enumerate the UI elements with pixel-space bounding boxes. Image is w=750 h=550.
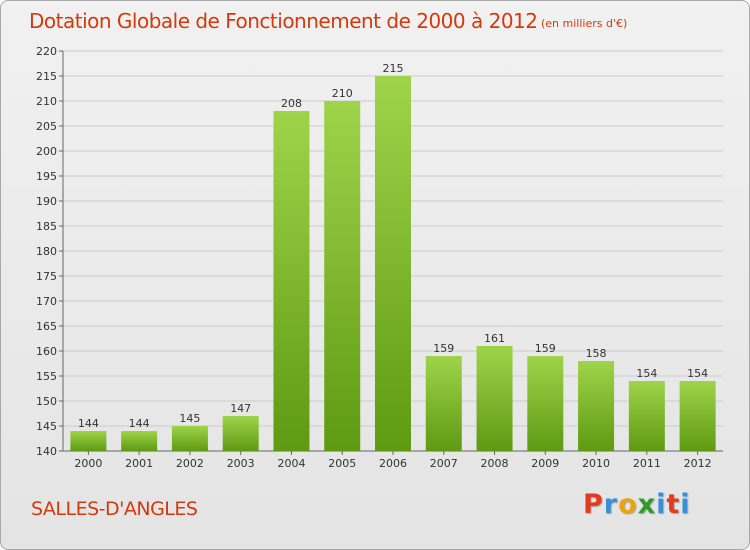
bar-value-label: 144 (78, 417, 99, 430)
bars (70, 76, 716, 451)
bar-value-label: 144 (129, 417, 150, 430)
bar (679, 381, 716, 451)
y-tick-label: 165 (36, 320, 57, 333)
bar-value-label: 215 (383, 62, 404, 75)
bar (70, 431, 107, 451)
x-tick-label: 2001 (125, 457, 153, 470)
logo-letter: r (603, 489, 619, 520)
bar (425, 356, 462, 451)
bar (171, 426, 208, 451)
bar (121, 431, 158, 451)
x-tick-label: 2011 (633, 457, 661, 470)
y-tick-label: 175 (36, 270, 57, 283)
chart-title: Dotation Globale de Fonctionnement de 20… (29, 9, 538, 33)
bar-value-label: 154 (687, 367, 708, 380)
bar-value-label: 210 (332, 87, 353, 100)
x-tick-label: 2002 (176, 457, 204, 470)
x-tick-label: 2008 (481, 457, 509, 470)
y-tick-label: 220 (36, 45, 57, 58)
bar (375, 76, 411, 451)
y-tick-label: 145 (36, 420, 57, 433)
logo-letter: P (583, 489, 604, 520)
y-tick-label: 150 (36, 395, 57, 408)
x-tick-label: 2009 (531, 457, 559, 470)
y-tick-label: 190 (36, 195, 57, 208)
x-tick-label: 2010 (582, 457, 610, 470)
labels: 1401451501551601651701751801851901952002… (36, 45, 712, 470)
x-tick-label: 2003 (227, 457, 255, 470)
x-tick-label: 2012 (684, 457, 712, 470)
logo-letter: i (656, 489, 667, 520)
y-tick-label: 170 (36, 295, 57, 308)
y-tick-label: 205 (36, 120, 57, 133)
bar-value-label: 147 (230, 402, 251, 415)
logo-letter: i (680, 489, 691, 520)
logo-letter: t (666, 489, 681, 520)
y-tick-label: 210 (36, 95, 57, 108)
bar-value-label: 208 (281, 97, 302, 110)
bar-value-label: 154 (636, 367, 657, 380)
x-tick-label: 2004 (277, 457, 305, 470)
bar-value-label: 159 (433, 342, 454, 355)
x-tick-label: 2007 (430, 457, 458, 470)
bar (324, 101, 361, 451)
bar (222, 416, 259, 451)
bar-value-label: 159 (535, 342, 556, 355)
y-tick-label: 140 (36, 445, 57, 458)
y-tick-label: 200 (36, 145, 57, 158)
y-tick-label: 160 (36, 345, 57, 358)
bar (273, 111, 310, 451)
proxiti-logo: Proxiti (583, 489, 691, 520)
bar (628, 381, 665, 451)
y-tick-label: 180 (36, 245, 57, 258)
bar-value-label: 158 (586, 347, 607, 360)
bar (578, 361, 615, 451)
x-tick-label: 2006 (379, 457, 407, 470)
x-tick-label: 2000 (74, 457, 102, 470)
y-tick-label: 155 (36, 370, 57, 383)
chart-unit: (en milliers d'€) (541, 17, 628, 30)
y-tick-label: 215 (36, 70, 57, 83)
city-name: SALLES-D'ANGLES (31, 498, 198, 520)
y-tick-label: 195 (36, 170, 57, 183)
y-tick-label: 185 (36, 220, 57, 233)
bar-value-label: 145 (179, 412, 200, 425)
logo-letter: x (637, 489, 657, 520)
bar (476, 346, 513, 451)
x-tick-label: 2005 (328, 457, 356, 470)
bar-value-label: 161 (484, 332, 505, 345)
bar (527, 356, 564, 451)
logo-letter: o (618, 489, 638, 520)
